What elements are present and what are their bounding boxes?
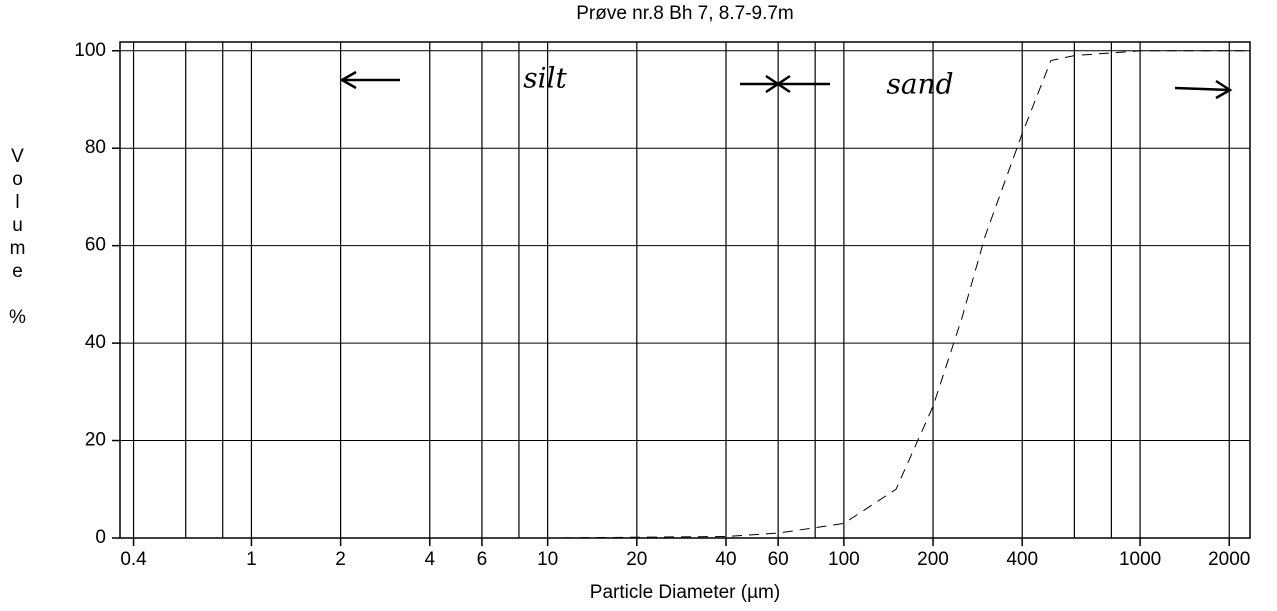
- data-line: [120, 50, 1250, 539]
- x-tick-label: 4: [424, 549, 435, 570]
- x-tick-label: 40: [715, 549, 736, 570]
- plot-frame: [119, 41, 1251, 539]
- chart-title: Prøve nr.8 Bh 7, 8.7-9.7m: [576, 3, 794, 24]
- x-tick-label: 10: [537, 549, 558, 570]
- x-tick-label: 100: [828, 549, 860, 570]
- x-tick-label: 1000: [1119, 549, 1161, 570]
- y-tick-label: 20: [85, 430, 106, 451]
- y-tick-label: 0: [95, 527, 106, 548]
- x-tick-label: 1: [246, 549, 257, 570]
- x-tick-label: 400: [1006, 549, 1038, 570]
- arrows: [339, 70, 1233, 100]
- y-tick-label: 40: [85, 332, 106, 353]
- x-tick-label: 0.4: [120, 549, 147, 570]
- x-axis-label: Particle Diameter (µm): [590, 582, 780, 603]
- x-tick-label: 6: [477, 549, 488, 570]
- y-tick-label: 80: [85, 137, 106, 158]
- x-tick-label: 2: [335, 549, 346, 570]
- y-tick-label: 100: [74, 40, 106, 61]
- y-tick-label: 60: [85, 235, 106, 256]
- x-tick-label: 20: [626, 549, 647, 570]
- y-axis-label: Volume %: [7, 146, 28, 330]
- x-tick-label: 2000: [1208, 549, 1250, 570]
- x-tick-label: 200: [917, 549, 949, 570]
- x-tick-label: 60: [768, 549, 789, 570]
- annotation: silt: [523, 62, 567, 95]
- annotation: sand: [886, 68, 953, 101]
